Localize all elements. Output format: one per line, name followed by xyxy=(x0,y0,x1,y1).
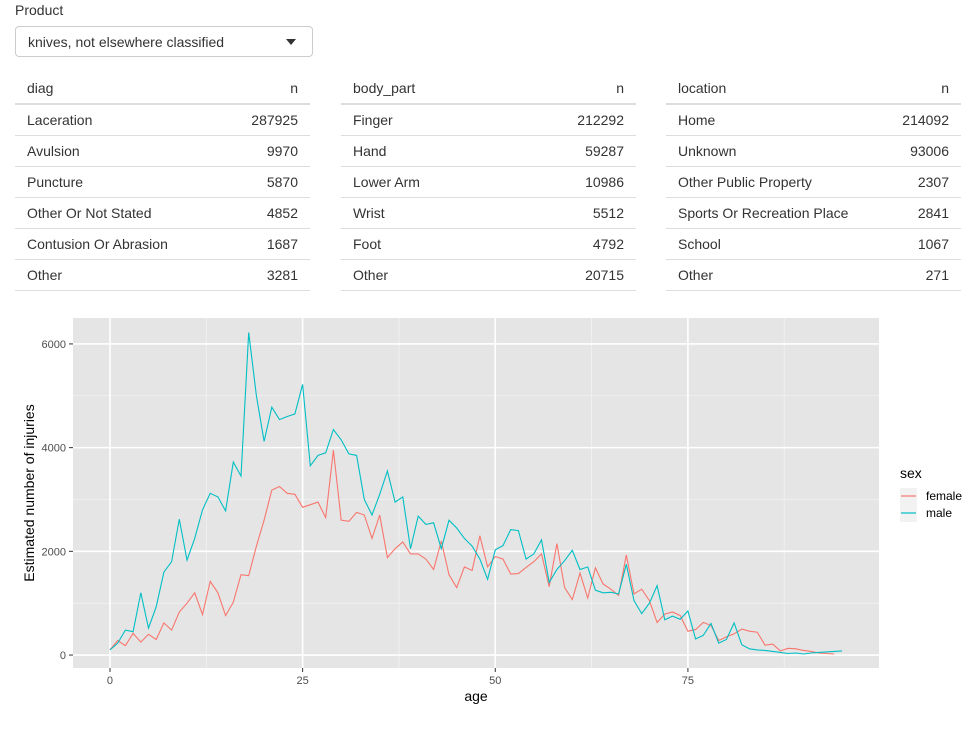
x-tick-label: 0 xyxy=(107,675,113,687)
column-header: location xyxy=(666,73,883,105)
y-axis-title: Estimated number of injuries xyxy=(21,404,37,581)
axes-layer: 0 25 50 75 0 2000 4000 6000 xyxy=(42,339,695,687)
y-tick-label: 0 xyxy=(60,650,66,662)
column-header: body_part xyxy=(341,73,507,105)
x-tick-label: 75 xyxy=(682,675,694,687)
table-cell: Avulsion xyxy=(15,135,222,167)
table-cell: Home xyxy=(666,104,883,136)
x-tick-label: 25 xyxy=(297,675,309,687)
table-cell: 93006 xyxy=(882,135,961,167)
y-tick-label: 2000 xyxy=(42,546,66,558)
table-cell: Unknown xyxy=(666,135,883,167)
table-row: Other 3281 xyxy=(15,259,310,291)
table-cell: Other Or Not Stated xyxy=(15,197,222,229)
series-line-male xyxy=(109,332,843,655)
table-row: Lower Arm 10986 xyxy=(341,166,636,198)
table-cell: 1687 xyxy=(221,228,310,260)
table-cell: 287925 xyxy=(221,104,310,136)
table-row: Puncture 5870 xyxy=(15,166,310,198)
x-axis-title: age xyxy=(464,688,488,704)
product-select-value: knives, not elsewhere classified xyxy=(28,34,225,50)
table-header-row: body_part n xyxy=(341,73,636,105)
table-cell: Lower Arm xyxy=(341,166,507,198)
table-cell: Finger xyxy=(341,104,507,136)
table-cell: 1067 xyxy=(882,228,961,260)
table-cell: 10986 xyxy=(506,166,636,198)
table-cell: 9970 xyxy=(221,135,310,167)
table-cell: Puncture xyxy=(15,166,222,198)
table-cell: Sports Or Recreation Place xyxy=(666,197,883,229)
table-cell: 3281 xyxy=(221,259,310,291)
table-cell: 5512 xyxy=(506,197,636,229)
table-cell: 4792 xyxy=(506,228,636,260)
table-row: Other 271 xyxy=(666,259,961,291)
body-part-table: body_part n Finger 212292 Hand 59287 Lower… xyxy=(341,73,636,291)
table-row: School 1067 xyxy=(666,228,961,260)
table-cell: Foot xyxy=(341,228,507,260)
table-row: Foot 4792 xyxy=(341,228,636,260)
table-cell: School xyxy=(666,228,883,260)
table-cell: 5870 xyxy=(221,166,310,198)
injuries-by-age-chart: 0 25 50 75 0 2000 4000 6000 age Estimated numbe… xyxy=(21,318,962,704)
table-row: Other Public Property 2307 xyxy=(666,166,961,198)
table-row: Home 214092 xyxy=(666,104,961,136)
table-cell: Laceration xyxy=(15,104,222,136)
plot-panel xyxy=(73,318,879,668)
series-layer xyxy=(109,332,843,655)
table-cell: 214092 xyxy=(882,104,961,136)
dropdown-arrow-icon[interactable] xyxy=(286,39,296,45)
table-row: Other 20715 xyxy=(341,259,636,291)
column-header: n xyxy=(882,73,961,105)
table-cell: 271 xyxy=(882,259,961,291)
table-row: Unknown 93006 xyxy=(666,135,961,167)
legend-title: sex xyxy=(900,465,922,481)
table-cell: Other xyxy=(666,259,883,291)
table-cell: 2307 xyxy=(882,166,961,198)
table-cell: Hand xyxy=(341,135,507,167)
table-cell: Other Public Property xyxy=(666,166,883,198)
table-row: Hand 59287 xyxy=(341,135,636,167)
table-header-row: diag n xyxy=(15,73,310,105)
product-select[interactable]: knives, not elsewhere classified xyxy=(15,26,313,57)
location-table: location n Home 214092 Unknown 93006 Other… xyxy=(666,73,961,291)
table-cell: 4852 xyxy=(221,197,310,229)
table-cell: 212292 xyxy=(506,104,636,136)
table-cell: 2841 xyxy=(882,197,961,229)
y-tick-label: 6000 xyxy=(42,339,66,351)
table-row: Sports Or Recreation Place 2841 xyxy=(666,197,961,229)
table-cell: Wrist xyxy=(341,197,507,229)
legend-label: female xyxy=(926,489,962,503)
table-cell: Other xyxy=(341,259,507,291)
column-header: n xyxy=(506,73,636,105)
diag-table: diag n Laceration 287925 Avulsion 9970 Pun… xyxy=(15,73,310,291)
table-row: Avulsion 9970 xyxy=(15,135,310,167)
table-cell: 59287 xyxy=(506,135,636,167)
table-row: Finger 212292 xyxy=(341,104,636,136)
column-header: diag xyxy=(15,73,222,105)
y-tick-label: 4000 xyxy=(42,443,66,455)
x-tick-label: 50 xyxy=(489,675,501,687)
table-header-row: location n xyxy=(666,73,961,105)
column-header: n xyxy=(221,73,310,105)
legend-label: male xyxy=(926,506,952,520)
table-cell: Other xyxy=(15,259,222,291)
table-row: Laceration 287925 xyxy=(15,104,310,136)
table-row: Other Or Not Stated 4852 xyxy=(15,197,310,229)
table-cell: Contusion Or Abrasion xyxy=(15,228,222,260)
product-label: Product xyxy=(15,2,64,18)
table-row: Wrist 5512 xyxy=(341,197,636,229)
legend: sex female male xyxy=(900,465,962,522)
table-row: Contusion Or Abrasion 1687 xyxy=(15,228,310,260)
table-cell: 20715 xyxy=(506,259,636,291)
